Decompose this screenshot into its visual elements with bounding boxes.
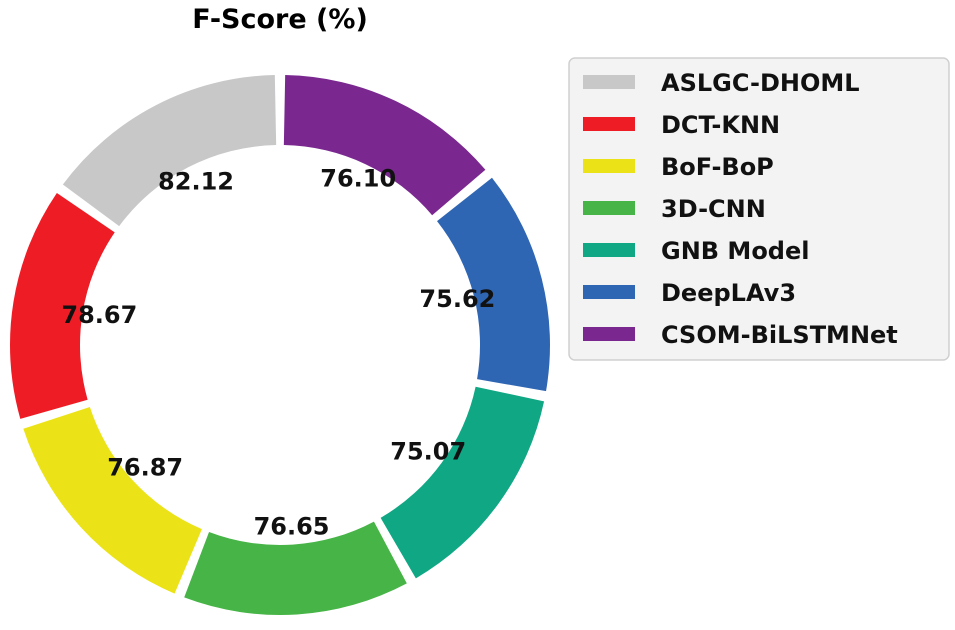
slice-dct-knn <box>9 192 115 419</box>
slice-label-aslgc-dhoml: 82.12 <box>158 167 234 195</box>
slice-bof-bop <box>23 407 202 594</box>
slice-csom-bilstmnet <box>283 75 486 216</box>
slice-value-labels: 82.12 78.67 76.87 76.65 75.07 75.62 76.10 <box>61 165 495 541</box>
slice-label-gnb-model: 75.07 <box>390 437 466 465</box>
legend-label-3d-cnn: 3D-CNN <box>661 195 766 223</box>
legend-swatch-deeplav3 <box>583 285 635 299</box>
legend-label-aslgc-dhoml: ASLGC-DHOML <box>661 69 860 97</box>
donut-slices <box>9 75 550 615</box>
legend-swatch-csom-bilstmnet <box>583 327 635 341</box>
legend-swatch-aslgc-dhoml <box>583 75 635 89</box>
slice-label-csom-bilstmnet: 76.10 <box>320 165 396 193</box>
slice-label-3d-cnn: 76.65 <box>254 513 330 541</box>
legend-swatch-3d-cnn <box>583 201 635 215</box>
legend-swatch-gnb-model <box>583 243 635 257</box>
legend: ASLGC-DHOML DCT-KNN BoF-BoP 3D-CNN GNB Model… <box>568 57 950 361</box>
legend-swatch-dct-knn <box>583 117 635 131</box>
slice-label-deeplav3: 75.62 <box>419 285 495 313</box>
slice-gnb-model <box>380 386 545 579</box>
slice-deeplav3 <box>437 177 550 392</box>
legend-box <box>568 57 950 361</box>
chart-title: F-Score (%) <box>192 4 368 35</box>
legend-label-gnb-model: GNB Model <box>661 237 810 265</box>
slice-label-bof-bop: 76.87 <box>107 454 183 482</box>
legend-label-bof-bop: BoF-BoP <box>661 153 774 181</box>
legend-swatch-bof-bop <box>583 159 635 173</box>
slice-aslgc-dhoml <box>62 75 277 227</box>
slice-label-dct-knn: 78.67 <box>61 301 137 329</box>
slice-3d-cnn <box>184 521 407 615</box>
legend-label-csom-bilstmnet: CSOM-BiLSTMNet <box>661 321 898 349</box>
legend-label-deeplav3: DeepLAv3 <box>661 279 796 307</box>
legend-label-dct-knn: DCT-KNN <box>661 111 780 139</box>
